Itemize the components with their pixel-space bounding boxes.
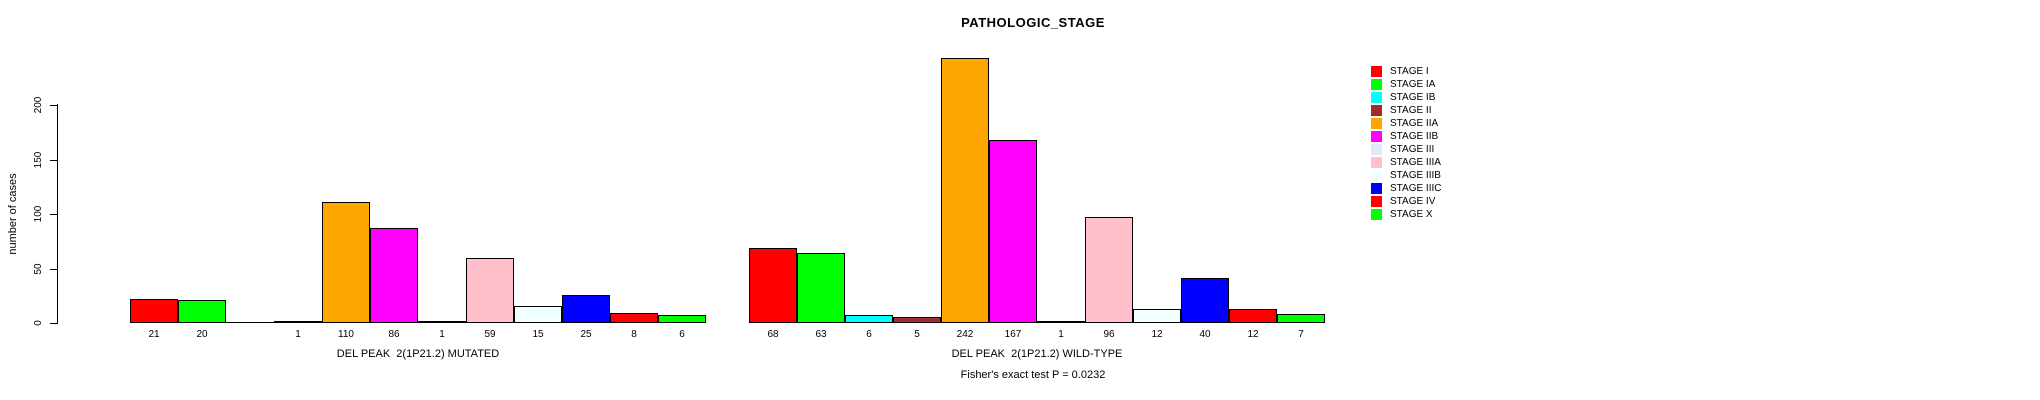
bar-value-label: 1: [1058, 329, 1064, 340]
bar-value-label: 12: [1247, 329, 1259, 340]
bar: [941, 58, 989, 323]
bar: [178, 300, 226, 323]
y-tick-label: 150: [33, 151, 44, 169]
legend-swatch: [1371, 105, 1382, 116]
legend-label: STAGE I: [1390, 66, 1429, 77]
legend-swatch: [1371, 170, 1382, 181]
y-tick: [50, 105, 58, 106]
legend-swatch: [1371, 131, 1382, 142]
legend-label: STAGE IIB: [1390, 131, 1439, 142]
legend-label: STAGE III: [1390, 144, 1435, 155]
bar: [370, 228, 418, 323]
legend-swatch: [1371, 196, 1382, 207]
y-axis-label: number of cases: [7, 173, 19, 255]
legend-swatch: [1371, 183, 1382, 194]
y-tick-label: 50: [33, 263, 44, 275]
bar-value-label: 1: [295, 329, 301, 340]
bar: [514, 306, 562, 323]
legend-label: STAGE X: [1390, 209, 1433, 220]
legend-swatch: [1371, 92, 1382, 103]
bar: [845, 315, 893, 323]
bar-value-label: 110: [338, 329, 354, 340]
legend-label: STAGE IIIA: [1390, 157, 1441, 168]
bar: [1277, 314, 1325, 323]
bar: [130, 299, 178, 323]
bar: [1037, 321, 1085, 323]
bar: [562, 295, 610, 323]
bar: [418, 321, 466, 323]
legend-label: STAGE IB: [1390, 92, 1436, 103]
bar: [322, 202, 370, 323]
y-tick: [50, 323, 58, 324]
bar-value-label: 20: [196, 329, 208, 340]
bar-value-label: 68: [767, 329, 779, 340]
bar-value-label: 21: [148, 329, 160, 340]
bar-value-label: 7: [1298, 329, 1304, 340]
legend-swatch: [1371, 144, 1382, 155]
y-tick: [50, 160, 58, 161]
bar-value-label: 242: [956, 329, 974, 340]
legend-swatch: [1371, 118, 1382, 129]
bar-value-label: 12: [1151, 329, 1163, 340]
bar-zero: [226, 322, 274, 323]
y-tick: [50, 214, 58, 215]
bar: [466, 258, 514, 323]
legend-label: STAGE IIIB: [1390, 170, 1441, 181]
bar: [1229, 309, 1277, 323]
bar-value-label: 59: [484, 329, 496, 340]
bar: [610, 313, 658, 323]
y-tick: [50, 269, 58, 270]
y-tick-label: 200: [33, 96, 44, 114]
legend-label: STAGE II: [1390, 105, 1432, 116]
legend-label: STAGE IIA: [1390, 118, 1439, 129]
legend-swatch: [1371, 157, 1382, 168]
bar-value-label: 8: [631, 329, 637, 340]
bar-value-label: 5: [914, 329, 920, 340]
bar-value-label: 167: [1004, 329, 1022, 340]
legend-label: STAGE IV: [1390, 196, 1436, 207]
bar: [893, 317, 941, 323]
bar-value-label: 1: [439, 329, 445, 340]
bar: [749, 248, 797, 323]
bar: [658, 315, 706, 323]
chart-title: PATHOLOGIC_STAGE: [961, 15, 1105, 30]
legend-swatch: [1371, 209, 1382, 220]
legend-swatch: [1371, 66, 1382, 77]
legend-label: STAGE IA: [1390, 79, 1436, 90]
y-tick-label: 100: [33, 205, 44, 223]
bar-value-label: 63: [815, 329, 827, 340]
bar-value-label: 6: [679, 329, 685, 340]
bar: [274, 321, 322, 323]
bar-value-label: 25: [580, 329, 592, 340]
bar: [989, 140, 1037, 323]
legend-label: STAGE IIIC: [1390, 183, 1442, 194]
legend-swatch: [1371, 79, 1382, 90]
bar-value-label: 96: [1103, 329, 1115, 340]
y-tick-label: 0: [33, 320, 44, 326]
bar-value-label: 86: [388, 329, 400, 340]
footnote-fisher-test: Fisher's exact test P = 0.0232: [960, 369, 1106, 381]
bar: [1181, 278, 1229, 323]
bar-value-label: 6: [866, 329, 872, 340]
bar: [1133, 309, 1181, 323]
bar: [797, 253, 845, 323]
bar-value-label: 15: [532, 329, 544, 340]
bar-value-label: 40: [1199, 329, 1211, 340]
x-axis-group-label: DEL PEAK 2(1P21.2) MUTATED: [336, 348, 500, 360]
x-axis-group-label: DEL PEAK 2(1P21.2) WILD-TYPE: [951, 348, 1123, 360]
bar: [1085, 217, 1133, 323]
